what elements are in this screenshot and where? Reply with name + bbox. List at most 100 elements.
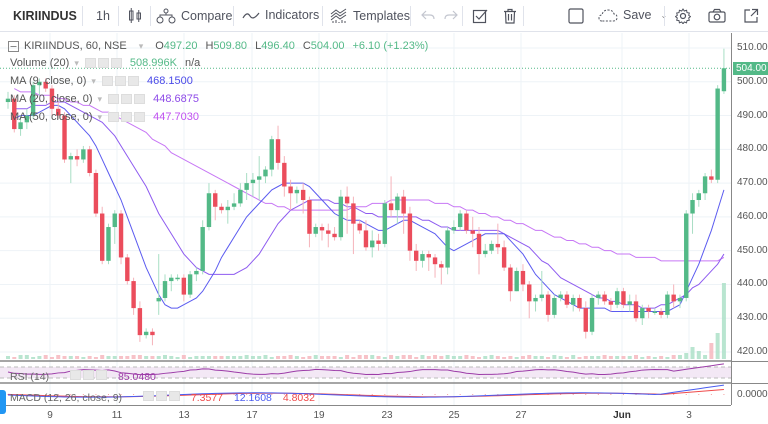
divider [322, 6, 323, 26]
undo-button[interactable] [421, 9, 435, 21]
price-tick-label: 420.00 [737, 346, 768, 358]
macd-label[interactable]: MACD (12, 26, close, 9) [10, 392, 123, 404]
high-value: 509.80 [213, 40, 248, 52]
cloud-icon [598, 9, 618, 22]
macd-zero-label: 0.0000 [737, 389, 768, 400]
candlestick-icon [129, 8, 141, 23]
rsi-label[interactable]: RSI (14) [10, 371, 50, 383]
eye-icon[interactable] [108, 94, 120, 104]
ma50-legend: MA (50, close, 0) ▾ 447.7030 [10, 111, 199, 123]
price-tick-label: 460.00 [737, 210, 768, 222]
eye-icon[interactable] [142, 391, 154, 401]
chevron-down-icon[interactable]: ▾ [91, 75, 96, 86]
camera-icon [708, 8, 726, 23]
redo-button[interactable] [444, 9, 458, 21]
collapse-icon[interactable] [8, 40, 19, 52]
interval-button[interactable]: 1h [96, 9, 110, 23]
popout-button[interactable] [743, 8, 759, 24]
rsi-value: 85.0480 [117, 371, 156, 383]
divider [664, 6, 665, 26]
price-tick-label: 470.00 [737, 177, 768, 189]
divider [462, 6, 463, 26]
chart-type-button[interactable] [128, 8, 142, 24]
volume-ma-value: n/a [184, 57, 201, 69]
settings-button[interactable] [675, 8, 691, 24]
price-tick-label: 450.00 [737, 244, 768, 256]
chevron-down-icon[interactable]: ▾ [97, 93, 103, 104]
volume-label[interactable]: Volume (20) [10, 57, 70, 69]
main-series-legend: KIRIINDUS, 60, NSE ▾ O 497.20 H 509.80 L… [8, 40, 428, 52]
gear-icon [675, 8, 691, 24]
pane-divider[interactable] [732, 361, 768, 362]
select-tool-button[interactable] [472, 8, 488, 24]
expand-panel-tab[interactable] [0, 390, 6, 414]
gear-icon[interactable] [83, 370, 95, 380]
ma20-value: 448.6875 [153, 93, 199, 105]
checkbox-icon [472, 9, 488, 24]
ma50-value: 447.7030 [153, 111, 199, 123]
high-label: H [205, 40, 214, 52]
ma20-label[interactable]: MA (20, close, 0) [10, 93, 93, 105]
pane-divider[interactable] [732, 383, 768, 384]
gear-icon[interactable] [97, 58, 109, 68]
templates-button[interactable]: Templates [330, 8, 410, 24]
gear-icon[interactable] [121, 94, 133, 104]
save-label: Save [623, 8, 652, 22]
close-icon[interactable] [168, 391, 180, 401]
close-value: 504.00 [310, 40, 345, 52]
gear-icon[interactable] [114, 76, 126, 86]
eye-icon[interactable] [108, 112, 120, 122]
price-tick-label: 510.00 [737, 42, 768, 53]
price-tick-label: 490.00 [737, 109, 768, 121]
screenshot-button[interactable] [708, 8, 726, 24]
close-icon[interactable] [134, 112, 146, 122]
close-icon[interactable] [110, 58, 122, 68]
fullscreen-button[interactable] [568, 8, 584, 24]
indicators-icon [242, 12, 260, 19]
price-axis[interactable]: 510.00 500.00 490.00 480.00 470.00 460.00 450.… [731, 33, 768, 405]
close-icon[interactable] [96, 370, 108, 380]
symbol-search-button[interactable]: KIRIINDUS [13, 9, 77, 23]
time-tick-label: 9 [47, 410, 53, 421]
external-link-icon [744, 8, 759, 23]
time-tick-label: 3 [686, 410, 692, 421]
chevron-down-icon[interactable]: ▾ [138, 40, 144, 51]
eye-icon[interactable] [101, 76, 113, 86]
redo-icon [444, 10, 458, 20]
eye-icon[interactable] [70, 370, 82, 380]
gear-icon[interactable] [121, 112, 133, 122]
open-value: 497.20 [163, 40, 198, 52]
eye-icon[interactable] [84, 58, 96, 68]
close-icon[interactable] [127, 76, 139, 86]
time-tick-label: 27 [515, 410, 527, 421]
time-tick-label: 11 [111, 410, 123, 421]
compare-button[interactable]: Compare [156, 8, 232, 24]
macd-histogram-value: 7.3577 [190, 392, 224, 404]
gear-icon[interactable] [155, 391, 167, 401]
indicators-label: Indicators [265, 8, 320, 22]
delete-button[interactable] [503, 8, 517, 24]
chevron-down-icon[interactable]: ▾ [74, 57, 79, 68]
save-button[interactable]: Save ⌄ [598, 8, 667, 22]
compare-icon [156, 8, 176, 24]
series-title[interactable]: KIRIINDUS, 60, NSE [24, 40, 127, 52]
price-tick-label: 430.00 [737, 312, 768, 324]
ma50-label[interactable]: MA (50, close, 0) [10, 111, 93, 123]
price-tick-label: 500.00 [737, 75, 768, 87]
time-axis[interactable]: 9 11 13 17 19 23 25 27 Jun 3 [0, 405, 731, 424]
divider [523, 6, 524, 26]
trash-icon [504, 8, 516, 24]
change-value: +6.10 (+1.23%) [352, 40, 429, 52]
time-tick-label: 19 [313, 410, 325, 421]
time-tick-label: Jun [613, 410, 631, 421]
undo-icon [421, 10, 435, 20]
price-tick-label: 440.00 [737, 278, 768, 290]
price-chart[interactable] [0, 33, 731, 405]
close-icon[interactable] [134, 94, 146, 104]
time-tick-label: 13 [178, 410, 190, 421]
divider [233, 6, 234, 26]
indicators-button[interactable]: Indicators [242, 8, 319, 22]
chevron-down-icon[interactable]: ▾ [97, 111, 103, 122]
ma9-label[interactable]: MA (9, close, 0) [10, 75, 87, 87]
divider [150, 6, 151, 26]
